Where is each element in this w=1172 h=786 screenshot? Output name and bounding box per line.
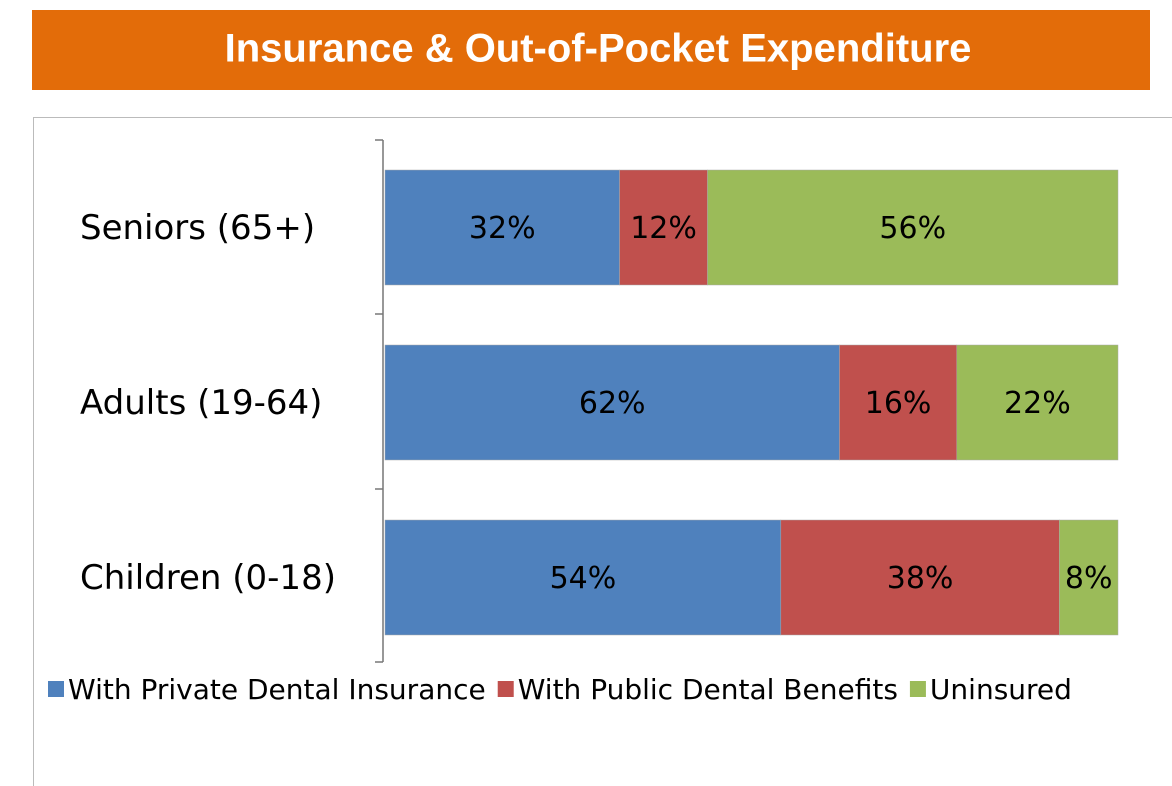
legend-swatch (909, 681, 926, 697)
legend-label: With Private Dental Insurance (68, 673, 486, 706)
category-label: Seniors (65+) (80, 208, 315, 248)
value-label: 62% (579, 386, 646, 421)
value-label: 12% (630, 211, 697, 246)
value-label: 54% (550, 561, 617, 596)
legend-label: With Public Dental Benefits (518, 673, 898, 706)
value-label: 8% (1065, 561, 1113, 596)
legend-swatch (497, 681, 514, 697)
bar-segment (707, 169, 1119, 286)
bar-segment (956, 344, 1119, 461)
bar-segment (384, 519, 782, 636)
bar-segment (619, 169, 708, 286)
value-label: 38% (887, 561, 954, 596)
title-banner (32, 10, 1150, 90)
bar-segment (384, 169, 620, 286)
bar-segment (384, 344, 840, 461)
bar-segment (1059, 519, 1119, 636)
value-label: 22% (1004, 386, 1071, 421)
value-label: 32% (469, 211, 536, 246)
legend-swatch (48, 681, 64, 697)
bar-segment (839, 344, 957, 461)
category-label: Adults (19-64) (80, 383, 322, 423)
legend-label: Uninsured (930, 673, 1072, 706)
chart-title: Insurance & Out-of-Pocket Expenditure (225, 27, 972, 71)
category-label: Children (0-18) (80, 558, 336, 598)
bar-segment (780, 519, 1060, 636)
value-label: 56% (879, 211, 946, 246)
value-label: 16% (865, 386, 932, 421)
